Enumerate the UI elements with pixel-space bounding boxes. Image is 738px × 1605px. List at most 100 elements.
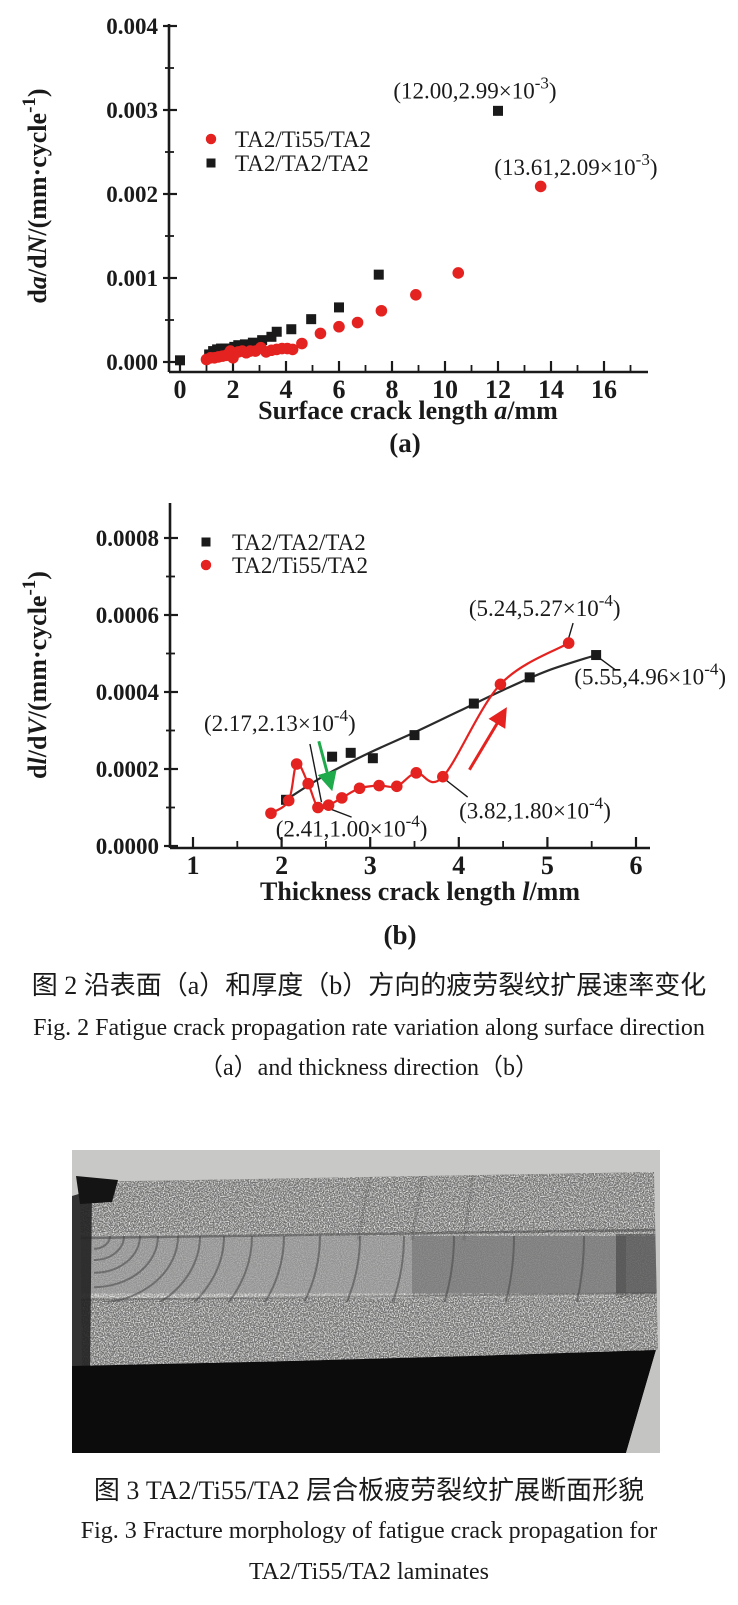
fig2b-scatter-chart: 1 2 3 4 5 6 0.0000 0.0002 0.0004 0.0006 0.0008 TA2/… [19,503,726,950]
data-point-square [306,314,317,325]
series-ta2-ti55-ta2 [265,637,575,820]
x-tick-label: 2 [227,375,240,404]
y-tick-label: 0.0004 [96,680,160,705]
fig3-photo [72,1150,660,1453]
data-point-circle [390,780,403,793]
legend-label: TA2/TA2/TA2 [235,151,369,176]
series-ta2-ti55-ta2 [200,180,547,366]
fig2-caption-en-line1: Fig. 2 Fatigue crack propagation rate va… [33,1015,705,1041]
data-point-circle [336,792,348,804]
annotation-arrow [317,740,337,792]
data-point-circle [353,782,366,795]
data-point-square [373,269,384,280]
data-point-square [266,331,277,342]
fig3-caption-zh: 图 3 TA2/Ti55/TA2 层合板疲劳裂纹扩展断面形貌 [93,1476,645,1505]
data-point-circle [312,801,324,814]
x-tick-label: 4 [452,851,465,880]
x-tick-label: 4 [280,375,293,404]
data-point-square [239,339,250,350]
data-point-circle [286,343,299,356]
point-annotation: (5.24,5.27×10-4) [469,591,621,621]
x-tick-label: 5 [541,851,554,880]
data-point-circle [200,559,212,571]
data-point-square [286,324,297,335]
point-annotation: (2.17,2.13×10-4) [204,706,356,736]
data-point-circle [410,289,422,301]
x-tick-label: 14 [538,375,564,404]
legend-label: TA2/Ti55/TA2 [235,127,371,152]
x-tick-label: 10 [432,375,458,404]
data-point-circle [265,807,277,820]
data-point-square [175,355,185,366]
data-point-square [334,302,344,313]
point-annotation: (3.82,1.80×10-4) [459,794,611,824]
y-axis-title: da/dN/(mm·cycle-1) [19,88,52,303]
data-point-square [247,337,258,348]
data-point-square [409,730,420,741]
data-point-circle [322,799,335,811]
data-point-circle [452,267,465,279]
y-tick-label: 0.003 [106,98,158,123]
fig2-caption-en-line2: （a）and thickness direction（b） [199,1055,539,1081]
y-tick-label: 0.004 [106,14,158,39]
y-tick-label: 0.000 [106,350,158,375]
data-point-square [257,335,268,346]
y-axis-title: dl/dV/(mm·cycle-1) [19,571,52,779]
x-tick-label: 6 [333,375,346,404]
data-point-square [493,105,503,116]
photo-bg-corner [626,1350,660,1453]
point-annotation: (13.61,2.09×10-3) [494,150,657,180]
data-point-circle [290,758,303,770]
data-point-square [327,751,338,762]
data-point-circle [375,304,388,317]
data-point-circle [437,770,449,783]
data-point-square [271,326,282,337]
annotation-arrow [468,707,507,771]
specimen-left-edge [72,1190,92,1374]
data-point-circle [562,637,575,649]
y-tick-label: 0.002 [106,182,158,207]
y-tick-label: 0.001 [106,266,158,291]
data-point-circle [302,777,314,790]
x-axis-title: Surface crack length a/mm [258,396,558,425]
annotation-leader-line [309,743,323,803]
x-tick-label: 0 [174,375,187,404]
data-point-square [524,672,535,683]
subfigure-label: (a) [389,428,420,458]
annotation-leader-line [444,778,469,798]
data-point-square [367,753,378,764]
data-point-circle [373,779,385,792]
data-point-square [233,340,244,351]
subfigure-label: (b) [384,920,417,950]
data-point-circle [351,316,364,329]
fracture-surface [80,1172,658,1370]
data-point-square [220,343,231,354]
x-axis-title: Thickness crack length l/mm [260,877,580,906]
x-tick-label: 3 [364,851,377,880]
data-point-square [345,747,356,758]
x-tick-label: 2 [275,851,288,880]
y-tick-label: 0.0000 [96,834,159,859]
point-annotation: (12.00,2.99×10-3) [393,74,556,104]
fig3-caption-en-line1: Fig. 3 Fracture morphology of fatigue cr… [80,1518,658,1544]
legend-label: TA2/TA2/TA2 [232,530,366,555]
annotation-leader-line [567,622,574,639]
axes [164,503,650,850]
x-tick-label: 1 [187,851,200,880]
fig2a-scatter-chart: 0 2 4 6 8 10 12 14 16 0.000 0.001 0.002 0.003 0.004 TA… [19,14,658,458]
data-point-circle [410,767,423,779]
fig2-caption-zh: 图 2 沿表面（a）和厚度（b）方向的疲劳裂纹扩展速率变化 [31,971,707,1000]
y-tick-label: 0.0006 [96,603,159,628]
point-annotation: (2.41,1.00×10-4) [276,811,428,841]
specimen-top-notch [76,1176,118,1204]
y-tick-label: 0.0008 [96,526,159,551]
specimen-bottom-shadow [72,1350,656,1453]
x-tick-label: 6 [630,851,643,880]
axes [163,24,648,374]
data-point-circle [534,180,547,193]
point-annotation: (5.55,4.96×10-4) [574,660,726,690]
data-point-circle [282,794,295,807]
x-tick-label: 12 [485,375,511,404]
